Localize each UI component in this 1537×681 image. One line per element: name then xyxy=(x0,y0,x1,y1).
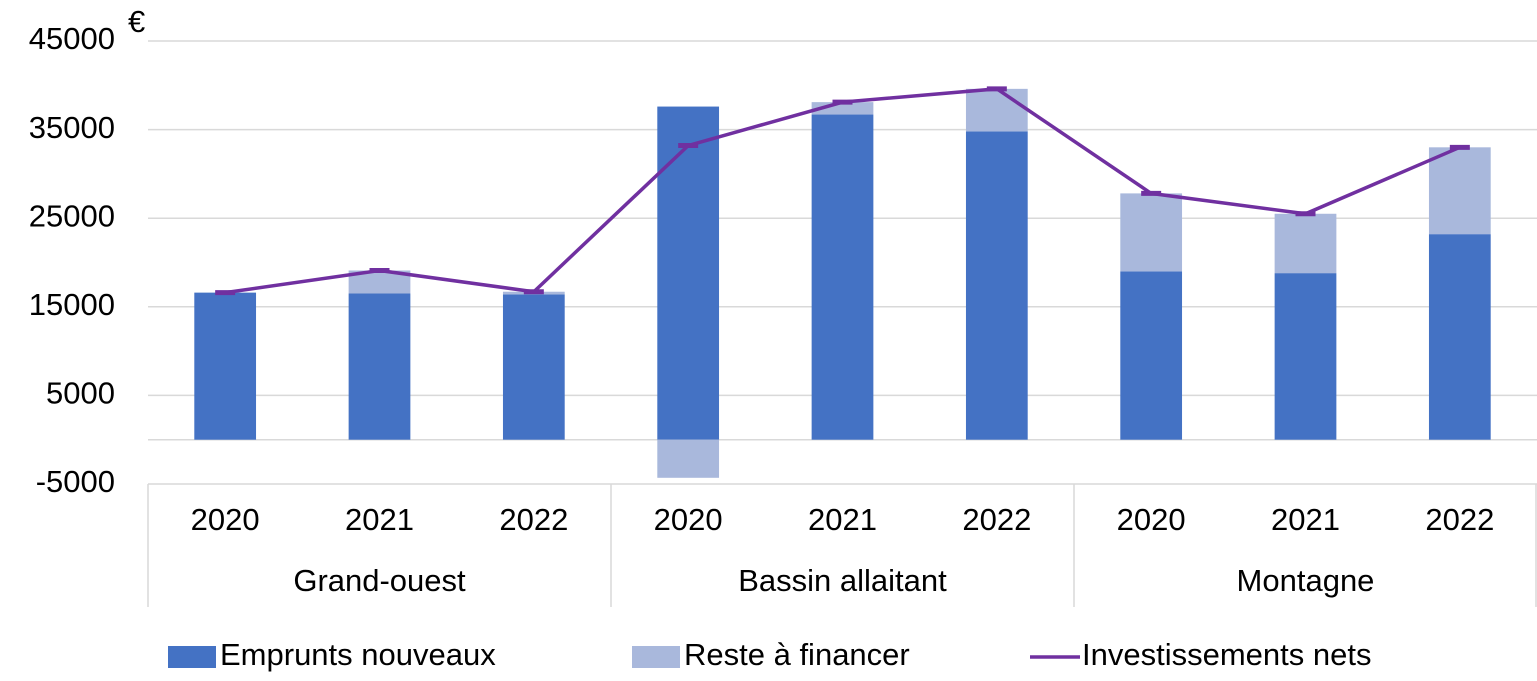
bar xyxy=(1428,234,1491,440)
y-tick-label: 45000 xyxy=(29,21,115,56)
x-tick-label: 2020 xyxy=(191,502,260,537)
x-tick-label: 2021 xyxy=(345,502,414,537)
x-tick-label: 2021 xyxy=(808,502,877,537)
bar xyxy=(1428,147,1491,235)
y-tick-label: -5000 xyxy=(36,464,115,499)
legend-swatch xyxy=(168,646,216,668)
bar xyxy=(965,88,1028,132)
x-tick-label: 2020 xyxy=(654,502,723,537)
bar xyxy=(194,292,257,440)
bar xyxy=(657,439,720,478)
legend-label: Investissements nets xyxy=(1082,637,1371,672)
bar xyxy=(1120,271,1183,440)
x-tick-label: 2022 xyxy=(499,502,568,537)
y-tick-label: 35000 xyxy=(29,110,115,145)
bar xyxy=(348,270,411,294)
bar xyxy=(965,131,1028,440)
bar xyxy=(348,293,411,440)
bar xyxy=(657,106,720,440)
x-tick-label: 2022 xyxy=(962,502,1031,537)
bar xyxy=(811,114,874,440)
group-label: Montagne xyxy=(1237,563,1375,598)
x-tick-label: 2021 xyxy=(1271,502,1340,537)
y-unit: € xyxy=(128,4,145,39)
y-tick-label: 25000 xyxy=(29,198,115,233)
bar xyxy=(1274,213,1337,274)
x-tick-label: 2020 xyxy=(1117,502,1186,537)
bar xyxy=(1274,273,1337,440)
legend-label: Emprunts nouveaux xyxy=(220,637,496,672)
y-tick-label: 5000 xyxy=(46,376,115,411)
x-tick-label: 2022 xyxy=(1425,502,1494,537)
legend-label: Reste à financer xyxy=(684,637,910,672)
group-label: Bassin allaitant xyxy=(738,563,947,598)
group-label: Grand-ouest xyxy=(293,563,466,598)
bar xyxy=(502,294,565,440)
legend-swatch xyxy=(632,646,680,668)
bar xyxy=(1120,193,1183,272)
y-tick-label: 15000 xyxy=(29,287,115,322)
